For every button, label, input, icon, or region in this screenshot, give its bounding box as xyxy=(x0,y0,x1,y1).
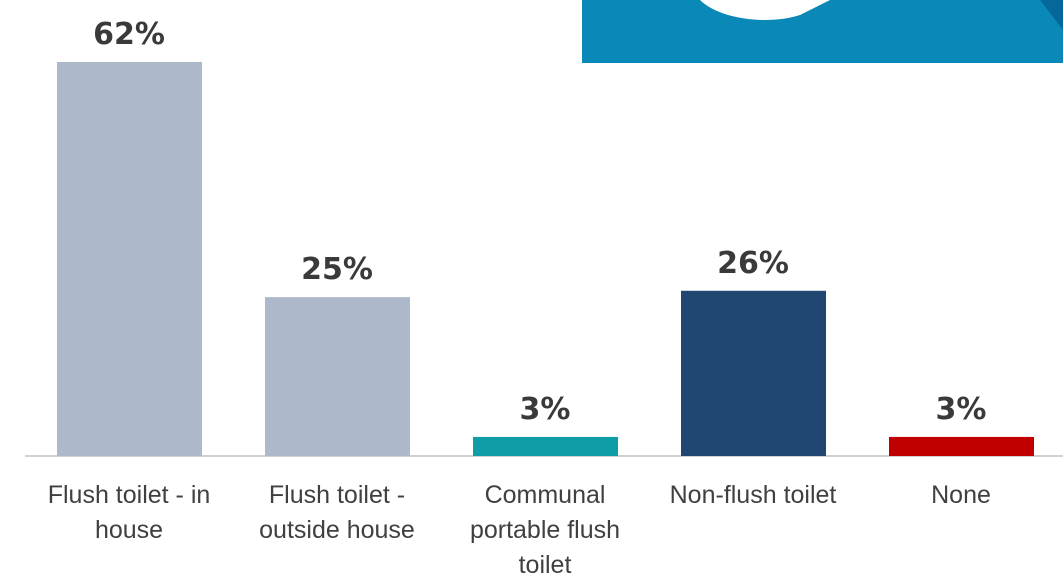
x-tick-label: Non-flush toilet xyxy=(669,481,837,509)
value-label: 62% xyxy=(93,17,165,52)
bar xyxy=(57,62,202,456)
bar xyxy=(681,290,826,456)
x-tick-label: Flush toilet - outside house xyxy=(259,481,415,544)
x-tick-label: None xyxy=(931,481,991,509)
value-label: 26% xyxy=(717,246,789,281)
decor-banner xyxy=(582,0,1063,63)
bar xyxy=(473,436,618,456)
x-tick-label: Flush toilet - in house xyxy=(47,481,211,544)
value-label: 25% xyxy=(301,252,373,287)
bar xyxy=(265,297,410,456)
x-tick-label: Communal portable flush toilet xyxy=(469,481,621,579)
value-label: 3% xyxy=(520,392,571,427)
bar xyxy=(889,436,1034,456)
value-label: 3% xyxy=(936,392,987,427)
